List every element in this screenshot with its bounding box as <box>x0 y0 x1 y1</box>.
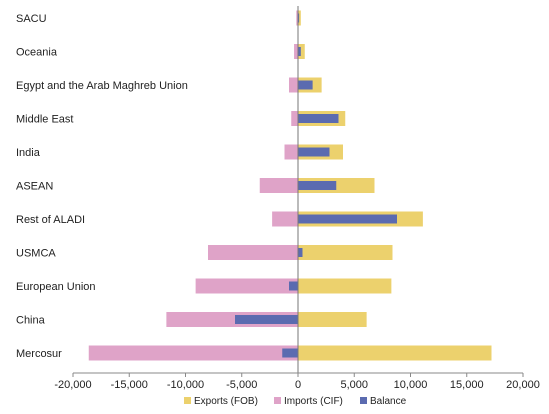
x-tick-label: 0 <box>295 379 301 391</box>
balance-bar <box>298 248 303 257</box>
exports-bar <box>298 44 305 59</box>
legend-entry: Exports (FOB) <box>194 396 258 407</box>
balance-bar <box>298 214 397 224</box>
category-label: China <box>16 315 46 327</box>
category-label: Rest of ALADI <box>16 214 85 226</box>
exports-bar <box>298 278 392 294</box>
balance-bar <box>298 80 313 90</box>
x-tick-label: 5,000 <box>340 379 368 391</box>
legend-swatch <box>184 397 191 404</box>
category-label: Middle East <box>16 114 73 126</box>
exports-bar <box>298 312 367 327</box>
exports-bar <box>298 345 492 361</box>
exports-bar <box>298 245 393 260</box>
imports-bar <box>294 44 298 59</box>
category-label: Oceania <box>16 47 58 59</box>
x-tick-label: 20,000 <box>506 379 540 391</box>
category-label: European Union <box>16 281 96 293</box>
legend-entry: Balance <box>370 396 407 407</box>
x-tick-label: -15,000 <box>111 379 148 391</box>
balance-bar <box>235 315 298 324</box>
exports-bar <box>298 10 301 26</box>
legend-entry: Imports (CIF) <box>284 396 343 407</box>
imports-bar <box>291 111 298 126</box>
imports-bar <box>296 10 298 26</box>
legend-swatch <box>360 397 367 404</box>
x-tick-label: -10,000 <box>167 379 204 391</box>
balance-bar <box>282 348 298 358</box>
imports-bar <box>195 278 298 294</box>
balance-bar <box>289 281 298 291</box>
x-tick-label: -20,000 <box>54 379 91 391</box>
x-tick-label: -5,000 <box>226 379 257 391</box>
balance-bar <box>298 181 337 190</box>
balance-bar <box>298 13 300 23</box>
balance-bar <box>298 47 301 56</box>
category-label: SACU <box>16 13 47 25</box>
category-label: Mercosur <box>16 348 62 360</box>
category-label: Egypt and the Arab Maghreb Union <box>16 80 188 92</box>
category-label: USMCA <box>16 248 56 260</box>
imports-bar <box>289 77 298 93</box>
x-tick-label: 15,000 <box>450 379 484 391</box>
category-label: India <box>16 147 41 159</box>
legend-swatch <box>274 397 281 404</box>
x-tick-label: 10,000 <box>394 379 428 391</box>
category-label: ASEAN <box>16 181 53 193</box>
imports-bar <box>88 345 298 361</box>
imports-bar <box>259 178 298 193</box>
imports-bar <box>284 144 298 160</box>
imports-bar <box>272 211 298 227</box>
balance-bar <box>298 114 339 123</box>
balance-bar <box>298 147 330 157</box>
imports-bar <box>208 245 298 260</box>
